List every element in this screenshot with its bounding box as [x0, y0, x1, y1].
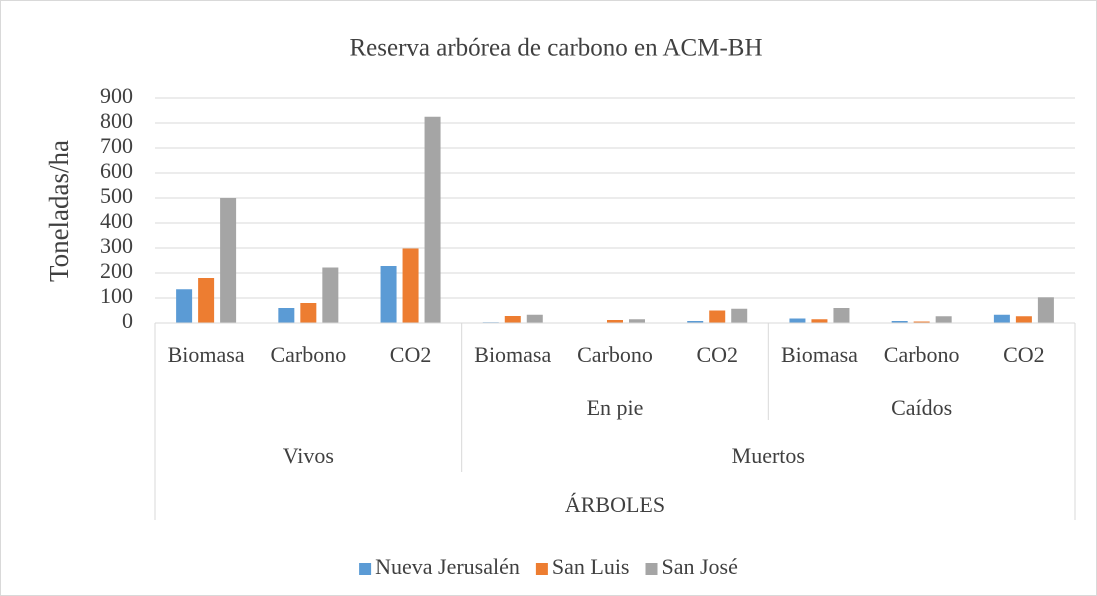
legend-label: San José [662, 554, 738, 579]
bar [607, 320, 623, 323]
y-tick-label: 400 [100, 208, 133, 233]
x-tick-label: CO2 [1003, 342, 1045, 367]
legend-label: Nueva Jerusalén [375, 554, 520, 579]
bar [300, 303, 317, 323]
bar [833, 308, 850, 323]
bar [731, 308, 748, 323]
bar [687, 321, 704, 323]
legend-swatch [359, 563, 372, 575]
y-tick-label: 200 [100, 258, 133, 283]
legend-swatch [535, 563, 548, 575]
x-tick-label: Biomasa [474, 342, 551, 367]
group-label: Muertos [732, 443, 805, 468]
y-tick-label: 600 [100, 158, 133, 183]
y-tick-label: 500 [100, 183, 133, 208]
bar [402, 248, 419, 323]
bar [220, 198, 237, 323]
bar [891, 321, 908, 323]
bar [322, 267, 339, 323]
x-tick-label: Carbono [577, 342, 653, 367]
subgroup-label: En pie [587, 395, 644, 420]
x-tick-label: Biomasa [168, 342, 245, 367]
bar [935, 316, 952, 323]
bar [709, 310, 726, 323]
bar [913, 321, 930, 323]
y-tick-label: 0 [122, 308, 133, 333]
bar [504, 316, 521, 323]
bar [176, 289, 193, 323]
y-tick-label: 300 [100, 233, 133, 258]
x-tick-label: Carbono [884, 342, 960, 367]
x-tick-label: CO2 [696, 342, 738, 367]
group-label: Vivos [283, 443, 334, 468]
bar [1037, 297, 1054, 323]
x-tick-label: Biomasa [781, 342, 858, 367]
y-tick-label: 100 [100, 283, 133, 308]
y-axis-label: Toneladas/ha [44, 140, 74, 282]
y-tick-label: 700 [100, 133, 133, 158]
y-tick-label: 900 [100, 83, 133, 108]
bar [789, 318, 806, 323]
bar [424, 116, 441, 323]
bar [811, 319, 828, 323]
bar [629, 319, 645, 323]
bar [380, 266, 397, 323]
subgroup-label: Caídos [891, 395, 952, 420]
x-tick-label: CO2 [390, 342, 432, 367]
super-category-label: ÁRBOLES [565, 492, 665, 517]
legend-label: San Luis [552, 554, 630, 579]
bar [993, 314, 1010, 323]
y-tick-label: 800 [100, 108, 133, 133]
legend-swatch [645, 563, 658, 575]
bar [278, 308, 295, 323]
bar [526, 314, 543, 323]
bar [1015, 316, 1032, 323]
x-tick-label: Carbono [270, 342, 346, 367]
bar [198, 278, 215, 323]
chart-title: Reserva arbórea de carbono en ACM-BH [349, 35, 762, 62]
